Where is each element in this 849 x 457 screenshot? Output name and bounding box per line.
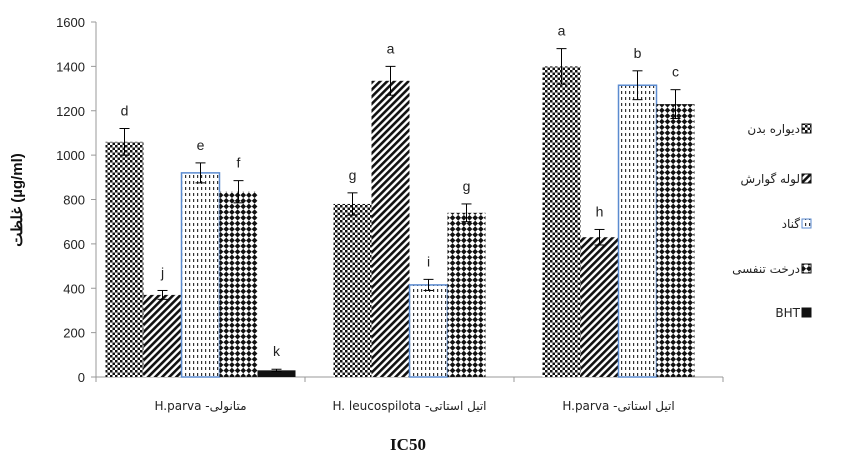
y-tick-label: 1000 (56, 148, 85, 163)
significance-label: e (197, 137, 205, 153)
legend-label: لوله گوارش (741, 172, 800, 187)
significance-label: j (160, 264, 164, 280)
x-categories: H.parva -متانولی H. leucospilota -اتیل اس… (95, 377, 724, 414)
bar (371, 80, 410, 377)
legend-swatch (801, 263, 812, 274)
bar (219, 191, 258, 377)
legend-label: BHT (775, 306, 800, 320)
legend-label: گناد (782, 217, 801, 231)
significance-label: a (387, 40, 395, 56)
legend-swatch (801, 123, 812, 134)
bar (447, 212, 486, 377)
bar (105, 141, 144, 377)
x-tick-label: H. leucospilota -اتیل استاتی (332, 399, 486, 413)
bar (580, 237, 619, 377)
significance-label: b (634, 45, 642, 61)
significance-label: g (349, 167, 357, 183)
significance-label: h (596, 203, 604, 219)
significance-label: c (672, 64, 679, 80)
significance-label: a (558, 23, 566, 39)
bar (542, 66, 581, 377)
bar (656, 104, 695, 377)
bars (105, 66, 695, 378)
legend-swatch (801, 173, 812, 184)
x-tick-label: H.parva -متانولی (154, 399, 246, 414)
legend-swatch (801, 307, 812, 318)
y-tick-label: 400 (63, 281, 85, 296)
legend-swatch (801, 218, 812, 229)
y-tick-label: 200 (63, 326, 85, 341)
significance-label: d (121, 103, 129, 119)
bar (257, 370, 296, 377)
bar (180, 172, 221, 378)
y-tick-label: 1400 (56, 59, 85, 74)
y-axis-title: غلظت (µg/ml) (9, 153, 26, 246)
bar (143, 294, 182, 377)
legend-label: دیواره بدن (747, 122, 800, 137)
error-bars (119, 48, 681, 372)
bar (408, 284, 449, 378)
bar (333, 203, 372, 377)
y-tick-label: 600 (63, 237, 85, 252)
y-ticks: 0 200 400 600 800 1000 1200 1400 1600 (56, 15, 96, 385)
y-tick-label: 1600 (56, 15, 85, 30)
significance-label: g (463, 178, 471, 194)
significance-labels: d j e f k g a i g a h b c (121, 23, 679, 360)
significance-label: f (237, 155, 241, 171)
bar (617, 84, 658, 378)
y-tick-label: 1200 (56, 104, 85, 119)
y-tick-label: 0 (78, 370, 85, 385)
x-tick-label: H.parva -اتیل استاتی (562, 399, 674, 413)
y-tick-label: 800 (63, 193, 85, 208)
significance-label: i (427, 253, 430, 269)
legend: دیواره بدن لوله گوارش گناد درخت تنفسی BHT (732, 122, 812, 320)
x-axis-title: IC50 (390, 435, 426, 454)
legend-label: درخت تنفسی (732, 262, 800, 277)
significance-label: k (273, 343, 281, 359)
